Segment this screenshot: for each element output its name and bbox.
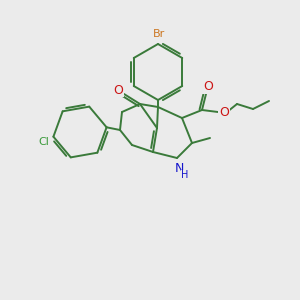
Text: Cl: Cl xyxy=(38,137,49,147)
Text: N: N xyxy=(174,163,184,176)
Text: O: O xyxy=(113,83,123,97)
Text: Br: Br xyxy=(153,29,165,39)
Text: O: O xyxy=(203,80,213,94)
Text: O: O xyxy=(219,106,229,118)
Text: H: H xyxy=(181,170,189,180)
